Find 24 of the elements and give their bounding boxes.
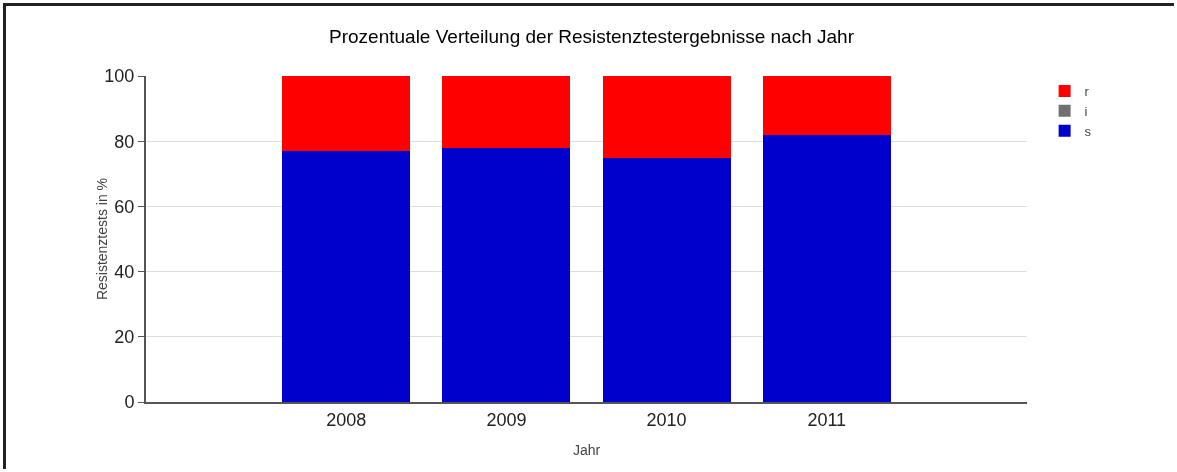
bar [282, 76, 411, 151]
bar [282, 150, 411, 402]
bar [762, 76, 891, 135]
legend-label: r [1084, 84, 1090, 100]
x-tick-label: 2008 [326, 409, 367, 430]
bar [602, 76, 731, 158]
chart-title: Prozentuale Verteilung der Resistenztestergebnisse nach Jahr [329, 25, 855, 47]
y-tick-label: 80 [114, 131, 135, 152]
bar [442, 147, 571, 402]
bar [442, 76, 571, 148]
x-axis-title: Jahr [572, 442, 601, 458]
x-tick-label: 2011 [807, 409, 847, 430]
y-tick-label: 100 [104, 66, 135, 87]
bar [602, 157, 731, 402]
x-tick-label: 2010 [646, 409, 687, 430]
y-tick-label: 0 [124, 392, 135, 413]
bar [762, 134, 891, 402]
y-tick-label: 20 [114, 327, 135, 348]
y-tick-label: 40 [114, 261, 135, 282]
y-axis-title: Resistenztests in % [94, 177, 110, 301]
legend-label: i [1084, 103, 1088, 119]
x-tick-label: 2009 [486, 409, 527, 430]
legend-label: s [1084, 123, 1092, 139]
y-tick-label: 60 [114, 196, 135, 217]
